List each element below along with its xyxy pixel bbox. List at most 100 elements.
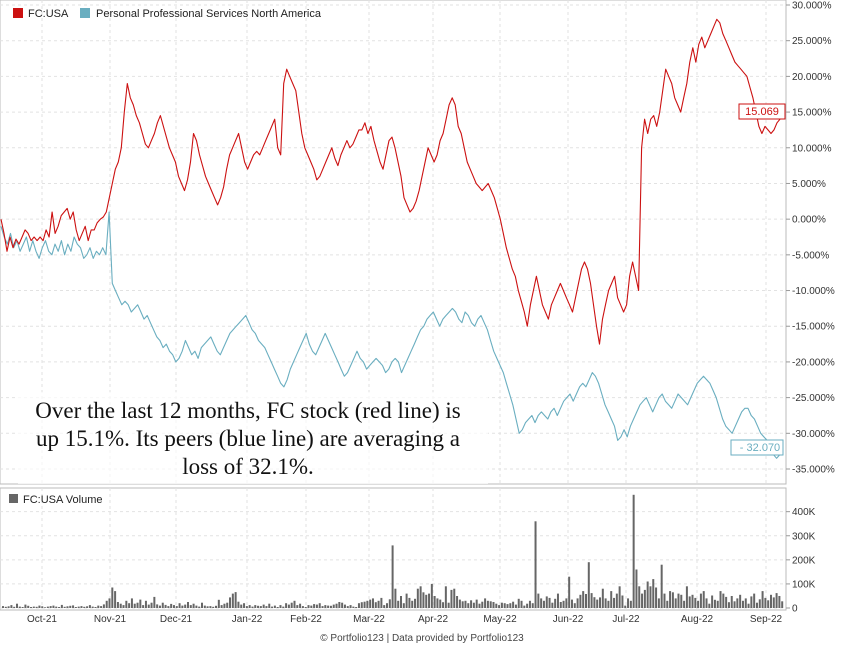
volume-bar [582, 591, 585, 608]
volume-bar [41, 606, 44, 608]
volume-bar [503, 603, 506, 608]
volume-bar [500, 602, 503, 608]
volume-bar [587, 562, 590, 608]
volume-bar [147, 604, 150, 608]
volume-bar [158, 605, 161, 608]
volume-bar [343, 604, 346, 608]
volume-bar [414, 598, 417, 608]
volume-bar [531, 603, 534, 608]
volume-bar [638, 586, 641, 608]
volume-bar [671, 592, 674, 608]
volume-bar [610, 591, 613, 608]
x-tick-label: May-22 [483, 614, 517, 625]
volume-bar [268, 603, 271, 608]
volume-bar [767, 600, 770, 608]
volume-bar [273, 605, 276, 608]
volume-bar [248, 605, 251, 608]
volume-bar [313, 604, 316, 608]
volume-bar [781, 601, 784, 608]
volume-bar [727, 602, 730, 608]
volume-bar [755, 602, 758, 608]
volume-gridlines [0, 488, 786, 610]
volume-bar [69, 605, 72, 608]
volume-bar [512, 601, 515, 608]
volume-bar [293, 600, 296, 608]
volume-bar [66, 606, 69, 608]
volume-bar [329, 605, 332, 608]
volume-bar [526, 603, 529, 608]
volume-tick-label: 100K [792, 579, 816, 590]
volume-bar [52, 605, 55, 608]
volume-bar [702, 591, 705, 608]
volume-bar [481, 601, 484, 608]
volume-bar [366, 600, 369, 608]
volume-bar [262, 604, 265, 608]
volume-bar [245, 606, 248, 608]
volume-bar [758, 599, 761, 608]
volume-bar [408, 597, 411, 608]
volume-bar [556, 593, 559, 608]
volume-bar [453, 588, 456, 608]
x-tick-label: Dec-21 [160, 614, 193, 625]
y-tick-label: -25.000% [792, 393, 835, 404]
volume-bar [433, 596, 436, 608]
volume-bar [778, 596, 781, 608]
volume-bar [646, 581, 649, 608]
volume-bar [195, 605, 198, 608]
volume-bar [125, 600, 128, 608]
volume-bar [100, 606, 103, 608]
volume-bar [16, 603, 19, 608]
y-tick-label: 5.000% [792, 179, 826, 190]
volume-bar [475, 599, 478, 608]
volume-bar [338, 602, 341, 608]
volume-bar [108, 598, 111, 608]
volume-bar [394, 588, 397, 608]
volume-bar [243, 603, 246, 608]
volume-bar [613, 597, 616, 608]
volume-bar [775, 593, 778, 608]
volume-bar [517, 598, 520, 608]
volume-bar [130, 598, 133, 608]
volume-bar [4, 606, 7, 608]
volume-axis-ticks: 0 100K 200K 300K 400K [786, 507, 816, 615]
volume-bar [520, 600, 523, 608]
y-tick-label: 0.000% [792, 215, 826, 226]
volume-bar [279, 605, 282, 608]
volume-bar [383, 605, 386, 608]
volume-bar [150, 602, 153, 608]
volume-bar [7, 606, 10, 608]
volume-bar [674, 598, 677, 608]
volume-bar [352, 606, 355, 608]
volume-bar [585, 594, 587, 608]
volume-bar [624, 605, 627, 608]
volume-bar [72, 605, 75, 608]
volume-bar [94, 607, 97, 608]
volume-bar [251, 606, 254, 608]
volume-bar [489, 601, 492, 608]
volume-bar [257, 605, 260, 608]
volume-bar [128, 603, 131, 608]
volume-bar [697, 600, 700, 608]
volume-bar [629, 600, 632, 608]
volume-bar [259, 606, 262, 608]
volume-bar [621, 595, 624, 608]
volume-bar [237, 601, 240, 608]
y-axis-ticks: 30.000% 25.000% 20.000% 15.000% 10.000% 5.000… [786, 1, 835, 476]
volume-bar [590, 593, 593, 608]
volume-bar [355, 607, 358, 608]
volume-bar [32, 606, 35, 608]
volume-bar [747, 603, 750, 608]
volume-bar [484, 598, 487, 608]
volume-bar [44, 607, 47, 608]
volume-bar [436, 598, 439, 608]
volume-bar [716, 600, 719, 608]
volume-bar [161, 602, 164, 608]
volume-bar [231, 593, 234, 608]
volume-bar [209, 606, 212, 608]
volume-bar [223, 603, 226, 608]
volume-bar [212, 606, 215, 608]
volume-bar [439, 599, 442, 608]
volume-bar [450, 589, 453, 608]
x-tick-label: Sep-22 [750, 614, 783, 625]
